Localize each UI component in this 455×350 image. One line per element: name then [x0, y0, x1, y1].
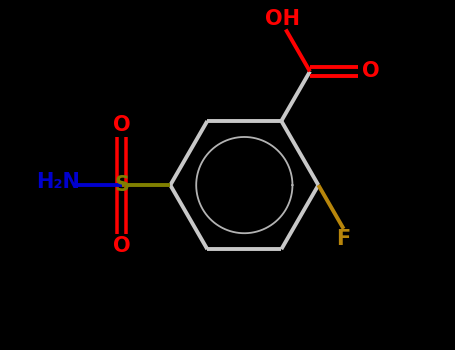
Text: H₂N: H₂N	[36, 172, 81, 192]
Text: O: O	[113, 114, 131, 134]
Text: O: O	[113, 236, 131, 256]
Text: OH: OH	[265, 9, 300, 29]
Text: O: O	[362, 62, 379, 82]
Text: F: F	[337, 229, 351, 249]
Text: S: S	[114, 175, 129, 195]
